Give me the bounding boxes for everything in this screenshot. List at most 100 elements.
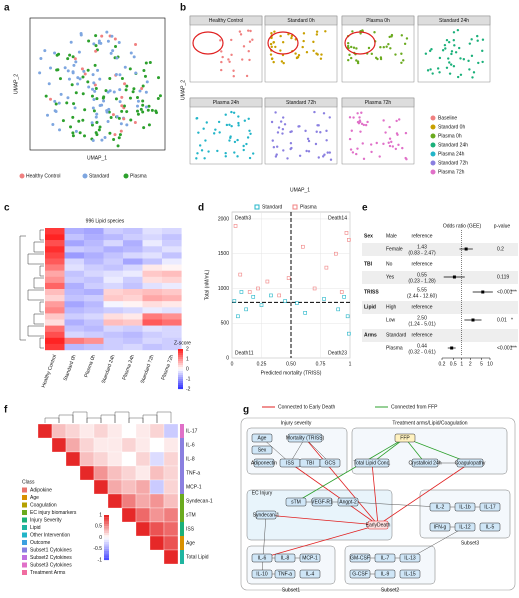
data-point	[236, 314, 240, 319]
umap-point	[287, 33, 290, 36]
legend-swatch	[430, 151, 436, 157]
highlight-ring	[344, 31, 376, 55]
umap-point	[118, 133, 122, 137]
corr-cell	[135, 479, 151, 495]
dendrogram	[33, 241, 44, 253]
umap-point	[135, 95, 139, 99]
colorbar-step	[178, 379, 183, 382]
umap-point	[388, 144, 392, 148]
legend-label: Adipokine	[30, 487, 52, 493]
umap-point	[281, 116, 285, 119]
corr-cell	[51, 437, 67, 453]
corr-cell	[149, 423, 165, 439]
umap-point	[70, 83, 74, 87]
level-label: No	[386, 261, 393, 267]
umap-point	[71, 134, 75, 138]
umap-point	[203, 157, 206, 160]
panel-label: a	[4, 3, 10, 14]
colorbar-step	[178, 365, 183, 368]
corr-cell	[135, 465, 151, 481]
umap-point	[230, 38, 233, 42]
axis-label: UMAP_1	[290, 187, 310, 193]
heatmap-cell	[84, 234, 104, 241]
umap-point	[229, 136, 232, 140]
umap-point	[471, 76, 474, 79]
facet-frame	[189, 15, 263, 83]
heatmap-cell	[45, 343, 65, 351]
legend-label: Plasma 0h	[438, 133, 462, 139]
node	[454, 522, 476, 532]
umap-point	[316, 124, 319, 127]
facet-strip	[417, 15, 491, 26]
umap-point	[144, 61, 148, 65]
umap-point	[128, 96, 132, 100]
umap-point	[94, 115, 98, 119]
node-label: IL-6	[258, 556, 267, 562]
corr-cell	[121, 507, 137, 523]
node-label: GM-CSF	[350, 556, 370, 562]
umap-point	[102, 99, 106, 103]
node	[399, 553, 421, 563]
umap-point	[348, 53, 351, 57]
y-tick-label: 1500	[218, 251, 229, 257]
umap-point	[113, 133, 117, 137]
umap-point	[280, 60, 284, 63]
legend-swatch	[22, 487, 27, 493]
umap-point	[273, 30, 276, 33]
legend-label: Standard	[89, 173, 110, 179]
umap-point	[100, 103, 104, 107]
heatmap-cell	[84, 270, 104, 277]
node-label: FFP	[400, 436, 410, 442]
heatmap-cell	[123, 343, 143, 351]
umap-point	[74, 60, 78, 64]
heatmap-cell	[45, 337, 65, 345]
corr-cell	[149, 521, 165, 537]
umap-point	[111, 49, 115, 53]
legend-swatch	[22, 570, 27, 575]
legend-swatch	[22, 562, 27, 568]
colorbar-step	[104, 533, 109, 536]
corr-cell	[107, 423, 123, 439]
data-point	[259, 303, 264, 307]
umap-point	[71, 55, 75, 59]
heatmap-cell	[64, 289, 85, 296]
heatmap-cell	[142, 289, 163, 296]
data-point	[324, 265, 329, 270]
umap-point	[452, 31, 456, 34]
colorbar-step	[178, 357, 183, 360]
heatmap-cell	[64, 313, 85, 320]
umap-point	[90, 94, 94, 98]
corr-cell	[107, 451, 123, 467]
heatmap-cell	[162, 301, 182, 308]
corr-cell	[107, 437, 123, 453]
axis-label: UMAP_2	[180, 80, 186, 100]
umap-point	[382, 142, 385, 146]
node	[251, 569, 273, 579]
variable-label: ISS	[186, 526, 195, 532]
class-strip	[180, 452, 184, 466]
umap-point	[350, 45, 353, 49]
umap-point	[66, 57, 70, 61]
umap-point	[230, 124, 233, 128]
heatmap-cell	[84, 301, 104, 308]
umap-point	[69, 125, 73, 129]
umap-point	[375, 141, 378, 145]
colorbar-step	[178, 363, 183, 366]
umap-point	[450, 52, 453, 56]
umap-point	[66, 96, 70, 100]
umap-point	[382, 46, 385, 49]
umap-point	[271, 139, 274, 142]
heatmap-cell	[84, 343, 104, 351]
umap-point	[220, 68, 223, 72]
legend-label: Standard 72h	[438, 160, 468, 166]
umap-point	[270, 32, 273, 35]
heatmap-cell	[84, 295, 104, 302]
umap-point	[117, 136, 121, 140]
umap-point	[290, 34, 294, 38]
heatmap-cell	[84, 240, 104, 247]
umap-point	[112, 90, 116, 94]
umap-point	[289, 142, 293, 145]
facet-strip	[264, 15, 338, 26]
annotation: Death23	[328, 350, 347, 356]
umap-point	[94, 86, 98, 90]
